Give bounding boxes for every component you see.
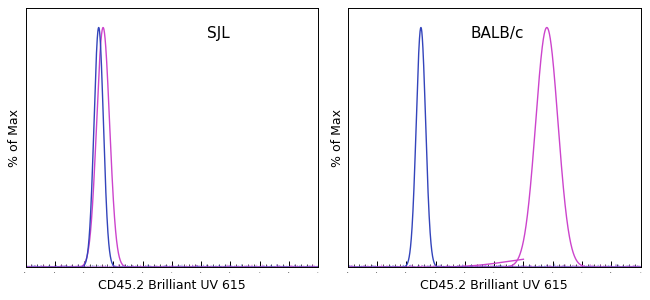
X-axis label: CD45.2 Brilliant UV 615: CD45.2 Brilliant UV 615 <box>421 279 568 292</box>
X-axis label: CD45.2 Brilliant UV 615: CD45.2 Brilliant UV 615 <box>98 279 246 292</box>
Y-axis label: % of Max: % of Max <box>331 109 344 167</box>
Text: SJL: SJL <box>207 26 230 41</box>
Y-axis label: % of Max: % of Max <box>8 109 21 167</box>
Text: BALB/c: BALB/c <box>471 26 524 41</box>
